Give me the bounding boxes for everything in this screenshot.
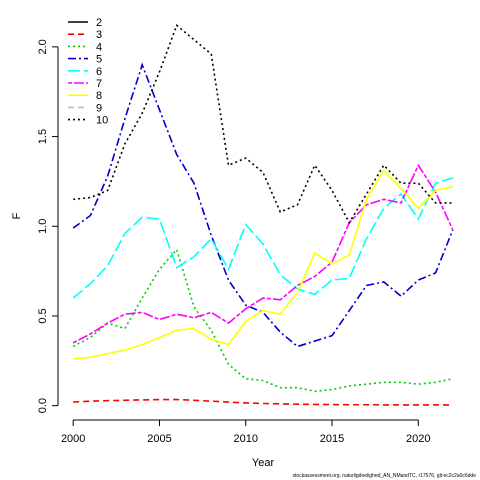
x-tick-label: 2020 bbox=[406, 433, 430, 445]
x-tick-label: 2015 bbox=[320, 433, 344, 445]
y-tick-label: 0.0 bbox=[37, 398, 49, 413]
legend-label: 9 bbox=[96, 102, 102, 114]
legend-label: 10 bbox=[96, 115, 108, 127]
legend-label: 7 bbox=[96, 78, 102, 90]
series-line bbox=[72, 177, 454, 299]
x-tick-label: 2000 bbox=[61, 433, 85, 445]
x-axis-label: Year bbox=[252, 457, 275, 469]
series-line bbox=[73, 169, 453, 360]
legend-label: 8 bbox=[96, 90, 102, 102]
legend-label: 6 bbox=[96, 66, 102, 78]
y-tick-label: 0.5 bbox=[37, 308, 49, 323]
series-line bbox=[72, 62, 454, 348]
series-line bbox=[72, 247, 453, 393]
series-line bbox=[73, 24, 453, 225]
x-tick-label: 2005 bbox=[147, 433, 171, 445]
y-axis-label: F bbox=[11, 212, 23, 219]
footer: stockassessment.org, naturligdoelighed_A… bbox=[293, 473, 477, 479]
x-tick-label: 2010 bbox=[234, 433, 258, 445]
legend-label: 4 bbox=[96, 41, 102, 53]
legend-label: 2 bbox=[96, 17, 102, 29]
legend-label: 3 bbox=[96, 29, 102, 41]
y-tick-label: 2.0 bbox=[37, 39, 49, 54]
y-tick-label: 1.0 bbox=[37, 219, 49, 234]
legend-label: 5 bbox=[96, 54, 102, 66]
series-line bbox=[73, 398, 453, 406]
series-line bbox=[72, 163, 454, 344]
y-tick-label: 1.5 bbox=[37, 129, 49, 144]
